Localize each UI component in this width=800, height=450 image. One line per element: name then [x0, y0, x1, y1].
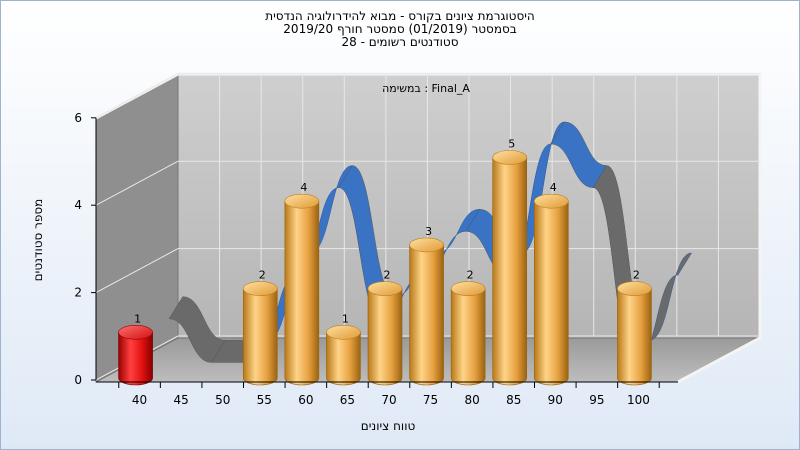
bar-value-label: 2	[633, 269, 640, 282]
bar-90: 4	[533, 181, 569, 386]
bar-body	[284, 200, 320, 386]
bar-body	[450, 288, 486, 386]
bar-value-label: 5	[508, 138, 515, 151]
bar-top	[284, 193, 320, 209]
bar-value-label: 1	[342, 312, 349, 325]
bar-55: 2	[242, 269, 278, 386]
chart-subtitle: בסמסטר (01/2019) סמסטר חורף 2019/20	[283, 22, 517, 36]
x-tick-label: 75	[423, 393, 438, 407]
y-tick-label: 6	[74, 111, 82, 125]
bar-60: 4	[284, 181, 320, 386]
chart-title: היסטוגרמת ציונים בקורס - מבוא להידרולוגי…	[265, 9, 535, 23]
bar-top	[242, 281, 278, 296]
bar-65: 1	[326, 312, 361, 386]
x-axis: 40 45 50 55 60 65 70 75 80 85 90 95 100	[96, 381, 678, 407]
y-axis: 0 2 4 6	[74, 111, 97, 387]
grid-line	[95, 73, 179, 119]
chart-annotation: במשימה : Final_A	[382, 82, 470, 95]
bar-value-label: 4	[550, 181, 557, 194]
bar-top	[118, 324, 153, 340]
bar-top	[492, 150, 528, 165]
chart-titles: היסטוגרמת ציונים בקורס - מבוא להידרולוגי…	[0, 10, 800, 49]
bar-value-label: 4	[300, 181, 307, 194]
x-tick-label: 65	[340, 393, 355, 407]
x-tick-label: 70	[381, 393, 396, 407]
x-tick-label: 50	[215, 393, 230, 407]
bar-body	[617, 288, 652, 386]
bar-value-label: 2	[259, 269, 266, 282]
bar-body	[326, 332, 361, 386]
x-axis-title: טווח ציונים	[360, 419, 416, 433]
bar-value-label: 1	[134, 312, 141, 325]
y-axis-title: מספר סטודנטים	[31, 198, 45, 282]
x-tick-label: 55	[257, 393, 272, 407]
bar-top	[533, 193, 569, 209]
x-tick-label: 90	[548, 393, 563, 407]
x-tick-label: 45	[174, 393, 189, 407]
bar-value-label: 2	[467, 269, 474, 282]
bar-body	[242, 288, 278, 386]
chart-subtitle-2: סטודנטים רשומים - 28	[341, 35, 459, 49]
y-tick-label: 2	[74, 286, 82, 300]
bar-top	[450, 281, 486, 296]
bar-top	[617, 281, 652, 296]
bar-body	[367, 288, 403, 386]
bar-body	[533, 200, 569, 386]
bar-75: 3	[409, 225, 444, 386]
bar-85: 5	[492, 138, 528, 386]
grid-line	[95, 248, 179, 294]
bar-80: 2	[450, 269, 486, 386]
y-tick-label: 0	[74, 373, 82, 387]
y-tick-label: 4	[74, 198, 82, 212]
bar-40: 1	[118, 312, 153, 386]
bars-layer: 1 2 4 1 2 3 2 5 4 2	[118, 138, 652, 386]
grid-line	[95, 160, 179, 206]
bar-top	[409, 237, 444, 253]
x-tick-label: 60	[298, 393, 313, 407]
bar-100: 2	[617, 269, 652, 386]
x-tick-label: 100	[627, 393, 650, 407]
bar-top	[367, 281, 403, 296]
bar-body	[409, 244, 444, 386]
x-tick-label: 40	[132, 393, 147, 407]
bar-value-label: 2	[384, 269, 391, 282]
bar-top	[326, 324, 361, 340]
x-tick-label: 85	[506, 393, 521, 407]
bar-body	[118, 332, 153, 386]
x-tick-label: 95	[589, 393, 604, 407]
bar-body	[492, 157, 528, 386]
bar-value-label: 3	[425, 225, 432, 238]
x-tick-label: 80	[465, 393, 480, 407]
bar-70: 2	[367, 269, 403, 386]
